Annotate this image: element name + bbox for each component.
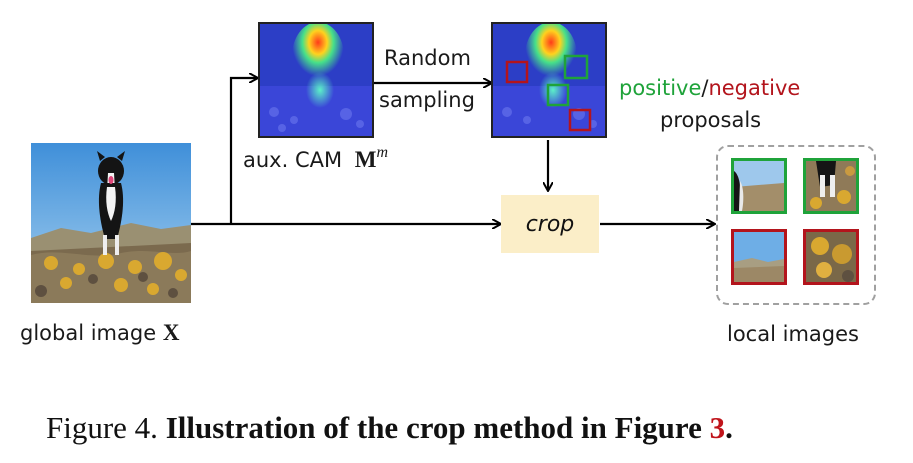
local-image-positive-2 [803, 158, 859, 214]
positive-label: positive [619, 76, 702, 100]
figure-caption: Figure 4. Illustration of the crop metho… [46, 410, 733, 446]
arrow-image-to-cam [229, 78, 257, 224]
global-image [31, 143, 191, 303]
cam-label-text: aux. CAM [243, 148, 343, 172]
positive-proposal-box [546, 83, 570, 107]
proposal-legend: positive/negative [619, 76, 800, 100]
crop-label: crop [525, 211, 575, 237]
negative-proposal-box [568, 108, 592, 132]
local-image-negative-1 [731, 229, 787, 285]
caption-figure-link[interactable]: 3 [709, 410, 726, 445]
random-sampling-line1: Random [384, 46, 471, 70]
random-sampling-line2: sampling [379, 88, 475, 112]
negative-label: negative [708, 76, 801, 100]
local-image-negative-2 [803, 229, 859, 285]
cam-symbol: M [354, 147, 377, 172]
positive-proposal-box [563, 54, 589, 80]
proposals-image [491, 22, 607, 138]
caption-prefix: Figure 4. [46, 410, 158, 445]
slash-label: / [701, 76, 709, 100]
global-image-label: global image X [20, 320, 179, 346]
caption-suffix: . [725, 410, 733, 445]
local-images-label: local images [727, 322, 859, 346]
local-images-group [716, 145, 876, 305]
caption-title: Illustration of the crop method in Figur… [165, 410, 702, 445]
crop-box: crop [501, 195, 599, 253]
cam-label: aux. CAM Mm [243, 144, 389, 173]
negative-proposal-box [505, 60, 529, 84]
global-image-text: global image [20, 321, 157, 345]
cam-heatmap-image [258, 22, 374, 138]
proposals-label: proposals [660, 108, 762, 132]
local-image-positive-1 [731, 158, 787, 214]
global-image-symbol: X [162, 320, 180, 345]
cam-superscript: m [376, 144, 389, 161]
